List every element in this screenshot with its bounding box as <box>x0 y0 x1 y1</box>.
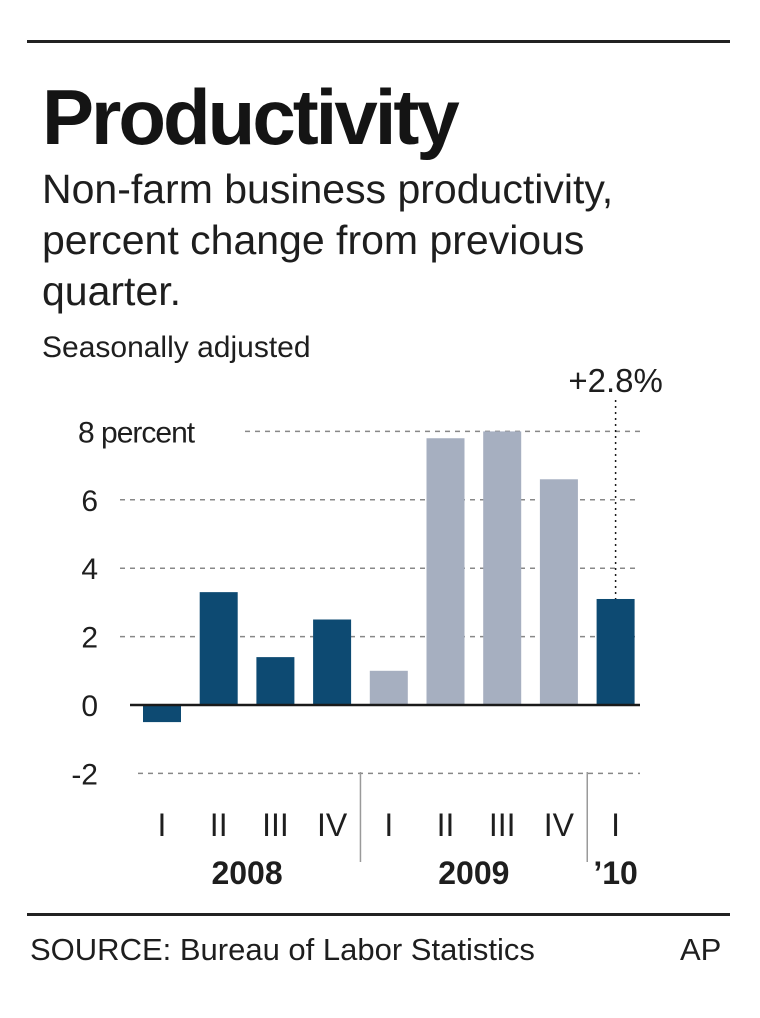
source-credit: SOURCE: Bureau of Labor Statistics <box>30 932 535 967</box>
y-tick-label: 2 <box>81 622 98 655</box>
x-tick-label: IV <box>317 807 348 843</box>
year-label: ’10 <box>593 855 637 891</box>
chart-subtitle: Non-farm business productivity, percent … <box>42 166 614 314</box>
y-tick-label: 4 <box>81 553 98 586</box>
chart-title: Productivity <box>42 73 460 161</box>
bottom-rule <box>27 913 730 916</box>
y-tick-label: -2 <box>71 758 98 791</box>
x-tick-label: III <box>262 807 289 843</box>
x-tick-label: III <box>489 807 516 843</box>
year-label: 2009 <box>438 855 509 891</box>
year-label: 2008 <box>211 855 282 891</box>
bar <box>256 657 295 705</box>
bar <box>596 598 635 705</box>
x-tick-label: I <box>158 807 167 843</box>
bar <box>369 670 408 705</box>
x-tick-label: II <box>210 807 228 843</box>
x-tick-label: I <box>611 807 620 843</box>
annotation-label: +2.8% <box>568 362 663 399</box>
y-tick-label: 6 <box>81 485 98 518</box>
x-tick-label: IV <box>544 807 575 843</box>
y-tick-label: 0 <box>81 690 98 723</box>
bar <box>143 705 181 723</box>
x-tick-label: II <box>437 807 455 843</box>
bar <box>483 431 522 705</box>
y-tick-label: 8 percent <box>78 416 196 449</box>
bar <box>426 438 465 705</box>
bar <box>313 619 352 705</box>
top-rule <box>27 40 730 43</box>
bar <box>199 592 238 705</box>
agency-credit: AP <box>680 932 722 967</box>
seasonal-note: Seasonally adjusted <box>42 331 311 364</box>
x-tick-label: I <box>384 807 393 843</box>
bar <box>539 479 578 705</box>
